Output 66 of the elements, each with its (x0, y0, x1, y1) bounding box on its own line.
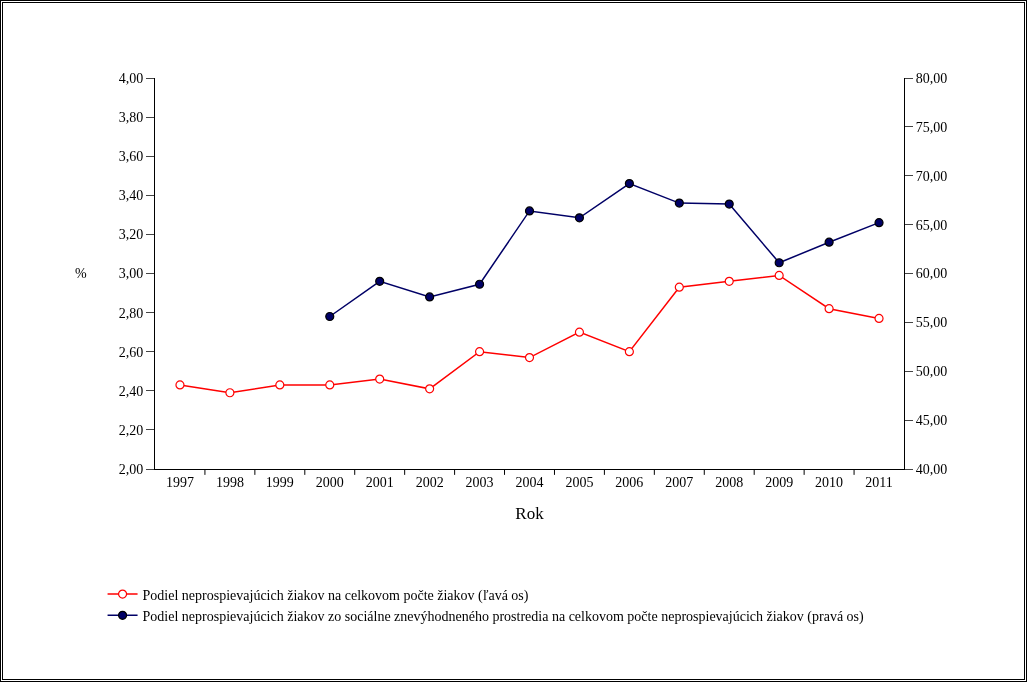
y2-tick-label: 80,00 (915, 70, 948, 86)
point (724, 276, 734, 286)
legend-label: Podiel neprospievajúcich žiakov zo sociálne znevýhodneného prostredia na celkovom počte neprospievajúcich žiakov (pravá os) (142, 608, 865, 625)
y-tick-label: 3,20 (118, 227, 144, 243)
y-axis-title: % (75, 266, 87, 281)
y2-tick-label: 55,00 (915, 315, 948, 331)
point (774, 270, 784, 281)
y2-tick-label: 50,00 (915, 364, 948, 380)
y2-tick-label: 65,00 (915, 217, 948, 233)
point (175, 380, 185, 390)
x-tick-label: 2011 (865, 474, 893, 490)
y-tick-label: 3,80 (118, 110, 144, 125)
y2-tick-label: 60,00 (915, 266, 948, 282)
x-tick-label: 2003 (465, 474, 494, 490)
x-tick-label: 2008 (715, 474, 744, 490)
point (524, 352, 535, 363)
point (624, 347, 634, 357)
y2-tick-label: 45,00 (915, 413, 948, 429)
point (375, 276, 385, 286)
x-tick-label: 2006 (615, 474, 644, 490)
point (674, 282, 684, 292)
point (474, 347, 485, 357)
x-tick-label: 2000 (315, 474, 344, 490)
y-tick-label: 2,80 (118, 305, 144, 321)
point (474, 279, 485, 289)
x-tick-label: 1997 (165, 474, 194, 490)
point (225, 388, 235, 398)
point (824, 237, 834, 247)
y2-tick-label: 70,00 (915, 168, 948, 184)
y-tick-label: 2,20 (118, 422, 144, 438)
point (425, 384, 435, 394)
x-tick-label: 2007 (665, 474, 694, 490)
x-tick-label: 2009 (765, 474, 794, 490)
x-tick-label: 2010 (815, 474, 844, 490)
y-tick-label: 2,00 (118, 461, 144, 477)
point (874, 313, 884, 324)
point (874, 218, 884, 228)
y-tick-label: 2,40 (118, 383, 144, 399)
x-tick-label: 1999 (265, 474, 294, 490)
point (375, 374, 385, 384)
x-tick-label: 2004 (515, 474, 544, 490)
y-tick-label: 3,60 (118, 149, 144, 165)
point (624, 178, 634, 189)
y2-tick-label: 40,00 (915, 461, 948, 477)
point (824, 304, 834, 314)
point (574, 213, 585, 223)
point (425, 292, 435, 302)
point (325, 380, 335, 390)
x-tick-label: 2001 (365, 474, 394, 490)
point (524, 206, 535, 216)
point (774, 258, 784, 268)
x-axis-title: Rok (515, 504, 545, 524)
x-tick-label: 2005 (565, 474, 594, 490)
x-tick-label: 2002 (415, 474, 444, 490)
point (724, 199, 734, 209)
y-tick-label: 4,00 (118, 70, 144, 86)
y-tick-label: 3,00 (118, 266, 144, 282)
legend-label: Podiel neprospievajúcich žiakov na celkovom počte žiakov (ľavá os) (142, 587, 529, 604)
y-tick-label: 3,40 (118, 188, 144, 204)
y-tick-label: 2,60 (118, 344, 144, 360)
point (574, 327, 585, 337)
point (275, 380, 285, 390)
y2-tick-label: 75,00 (915, 119, 948, 135)
x-tick-label: 1998 (215, 474, 244, 490)
point (674, 198, 684, 208)
point (325, 311, 335, 322)
